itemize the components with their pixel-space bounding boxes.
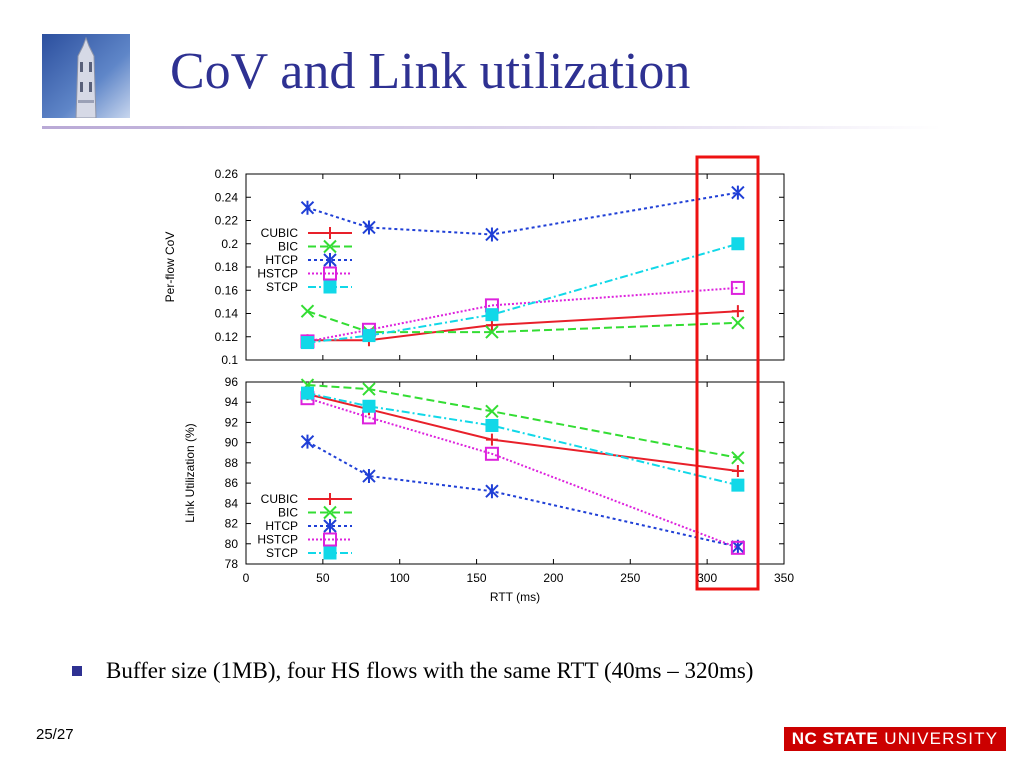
cov-y-axis-label: Per-flow CoV — [163, 232, 177, 303]
util-series-line-htcp — [307, 440, 739, 548]
util-x-axis-label: RTT (ms) — [490, 590, 540, 604]
cov-legend-marker-bic — [323, 239, 337, 254]
util-series-line-cubic — [307, 393, 739, 472]
page-number: 25/27 — [36, 726, 74, 743]
bullet-text: Buffer size (1MB), four HS flows with th… — [106, 658, 754, 683]
cov-ytick-label: 0.24 — [215, 190, 239, 204]
util-ytick-label: 90 — [225, 436, 239, 450]
util-legend-marker-hstcp — [323, 532, 337, 547]
util-point-stcp — [300, 386, 314, 400]
belltower-logo — [42, 34, 130, 118]
util-xtick-label: 200 — [543, 571, 563, 585]
util-legend-label-hstcp: HSTCP — [257, 533, 298, 547]
cov-point-htcp — [485, 227, 499, 242]
util-ytick-label: 88 — [225, 456, 239, 470]
cov-point-stcp — [731, 237, 745, 251]
util-xtick-label: 300 — [697, 571, 717, 585]
util-xtick-label: 50 — [316, 571, 330, 585]
util-legend-label-stcp: STCP — [266, 546, 298, 560]
util-plot-frame — [245, 381, 785, 565]
cov-series-line-htcp — [307, 191, 739, 236]
util-ytick-label: 78 — [225, 557, 239, 571]
cov-point-bic — [485, 325, 499, 339]
cov-legend-marker-stcp — [323, 280, 337, 294]
util-point-hstcp — [730, 540, 745, 555]
cov-legend-marker-hstcp — [323, 266, 337, 281]
cov-legend-marker-cubic — [324, 227, 336, 239]
ncsu-logo: NC STATE UNIVERSITY — [784, 727, 1006, 751]
util-xtick-label: 100 — [390, 571, 410, 585]
cov-legend-marker-htcp — [323, 253, 337, 267]
cov-ytick-label: 0.18 — [215, 260, 239, 274]
cov-ytick-label: 0.22 — [215, 214, 239, 228]
util-point-stcp — [362, 399, 376, 413]
rtt-chart: 0.1 0.12 0.14 0.16 0.18 0.2 0.22 0.24 0.26 Per-fl… — [163, 155, 794, 604]
cov-ytick-label: 0.1 — [221, 353, 238, 367]
util-point-stcp — [485, 418, 499, 432]
util-legend-marker-cubic — [324, 493, 336, 505]
cov-legend-label-hstcp: HSTCP — [257, 267, 298, 281]
slide-title: CoV and Link utilization — [170, 43, 691, 100]
cov-point-stcp — [362, 329, 376, 343]
util-ytick-label: 96 — [225, 375, 239, 389]
cov-series-line-hstcp — [307, 286, 738, 343]
util-ytick-label: 86 — [225, 476, 239, 490]
bullet-item: Buffer size (1MB), four HS flows with th… — [72, 658, 753, 684]
util-point-htcp — [300, 434, 315, 449]
util-xtick-label: 250 — [620, 571, 640, 585]
util-xtick-label: 350 — [774, 571, 794, 585]
util-legend-marker-stcp — [323, 546, 337, 560]
util-legend-label-cubic: CUBIC — [261, 492, 299, 506]
cov-point-cubic — [731, 305, 744, 318]
util-xtick-label: 150 — [467, 571, 487, 585]
cov-point-hstcp — [730, 280, 745, 295]
cov-legend-label-cubic: CUBIC — [261, 226, 299, 240]
util-point-hstcp — [484, 446, 499, 461]
title-divider — [42, 126, 942, 129]
highlight-box-320ms — [695, 155, 760, 591]
cov-point-stcp — [300, 336, 314, 350]
cov-point-bic — [731, 316, 745, 330]
util-y-axis-label: Link Utilization (%) — [183, 423, 197, 522]
cov-legend-label-htcp: HTCP — [265, 253, 298, 267]
util-point-stcp — [731, 478, 745, 492]
util-legend-label-bic: BIC — [278, 506, 298, 520]
util-ytick-label: 84 — [225, 496, 239, 510]
cov-point-htcp — [300, 200, 315, 215]
cov-ytick-label: 0.26 — [215, 167, 239, 181]
util-point-cubic — [485, 433, 498, 446]
util-point-htcp — [362, 469, 376, 484]
util-xtick-label: 0 — [243, 571, 250, 585]
util-ytick-label: 92 — [225, 415, 239, 429]
util-ytick-label: 94 — [225, 395, 239, 409]
util-legend-marker-htcp — [323, 519, 337, 533]
util-point-bic — [731, 451, 745, 465]
util-point-bic — [485, 404, 499, 419]
cov-series-line-bic — [307, 310, 738, 334]
cov-ytick-label: 0.16 — [215, 283, 239, 297]
cov-ytick-label: 0.2 — [221, 237, 238, 251]
cov-ytick-label: 0.12 — [215, 330, 239, 344]
util-legend-marker-bic — [323, 505, 337, 520]
util-point-bic — [362, 382, 376, 396]
util-ytick-label: 82 — [225, 517, 239, 531]
cov-series-line-stcp — [307, 242, 739, 344]
util-legend-label-htcp: HTCP — [265, 519, 298, 533]
cov-point-stcp — [485, 308, 499, 322]
cov-point-htcp — [731, 185, 745, 200]
util-point-cubic — [731, 464, 744, 477]
ncsu-logo-light: UNIVERSITY — [884, 729, 999, 748]
util-point-htcp — [485, 484, 499, 499]
cov-legend-label-stcp: STCP — [266, 280, 298, 294]
util-series-line-hstcp — [307, 397, 739, 549]
cov-legend-label-bic: BIC — [278, 240, 298, 254]
cov-point-htcp — [362, 220, 376, 235]
cov-ytick-label: 0.14 — [215, 307, 239, 321]
bullet-square-icon — [72, 666, 82, 676]
cov-point-bic — [300, 304, 315, 318]
util-series-line-bic — [307, 384, 739, 459]
util-ytick-label: 80 — [225, 537, 239, 551]
ncsu-logo-bold: NC STATE — [791, 729, 879, 748]
